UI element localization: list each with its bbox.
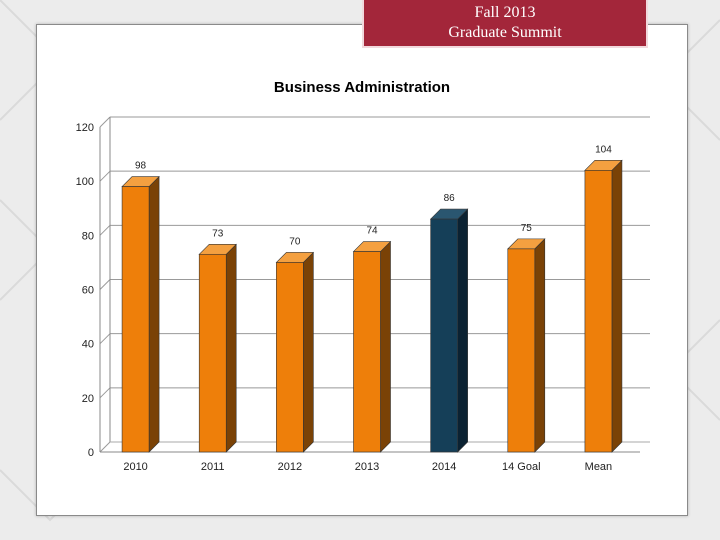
bar-side <box>380 240 391 453</box>
y-tick-label: 0 <box>88 447 94 459</box>
x-tick-label: 2014 <box>432 461 456 473</box>
gridline-diagonal <box>99 441 111 453</box>
gridline-diagonal <box>99 279 111 290</box>
bar-front <box>507 248 536 453</box>
bars <box>121 159 623 453</box>
bar <box>584 159 623 453</box>
data-label: 75 <box>521 223 533 234</box>
x-tick-label: 2011 <box>201 461 225 473</box>
bar-front <box>198 253 227 453</box>
bar <box>275 251 315 453</box>
y-tick-label: 80 <box>82 230 94 242</box>
bar-front <box>430 218 458 453</box>
data-label: 86 <box>444 193 456 204</box>
bar-side <box>457 208 468 453</box>
data-label: 74 <box>366 226 378 237</box>
x-tick-label: 2013 <box>355 461 379 473</box>
bar <box>507 238 546 453</box>
banner-line-2: Graduate Summit <box>448 24 562 41</box>
x-tick-label: 14 Goal <box>502 461 541 473</box>
x-tick-label: 2010 <box>123 461 147 473</box>
bar-front <box>353 251 381 453</box>
y-tick-label: 120 <box>76 122 94 134</box>
gridline-diagonal <box>99 116 111 128</box>
bar-side <box>225 243 237 453</box>
bar-side <box>148 175 160 453</box>
gridline-diagonal <box>99 333 111 345</box>
y-tick-label: 100 <box>76 176 94 188</box>
data-label: 98 <box>135 161 147 172</box>
chart-title: Business Administration <box>274 79 450 96</box>
gridline-diagonal <box>99 170 111 182</box>
gridline-diagonal <box>99 387 111 399</box>
bar-front <box>121 186 150 453</box>
y-tick-label: 20 <box>82 393 94 405</box>
x-tick-label: 2012 <box>278 461 302 473</box>
y-tick-label: 40 <box>82 339 94 351</box>
labels: 0 20 40 60 80 100 120 98 2010 73 2011 70 2012 74 2013 8… <box>76 122 613 473</box>
bar-front <box>276 262 304 453</box>
bar-side <box>611 159 623 453</box>
data-label: 70 <box>289 236 301 247</box>
bar <box>198 243 237 453</box>
banner-line-1: Fall 2013 <box>474 4 536 21</box>
data-label: 73 <box>212 228 224 239</box>
title-banner: Fall 2013 Graduate Summit <box>362 0 648 48</box>
bar-side <box>303 251 314 453</box>
gridline-diagonal <box>99 224 111 236</box>
bar-front <box>584 170 613 453</box>
bar <box>429 208 469 453</box>
bar <box>352 240 392 453</box>
bar-side <box>534 238 546 453</box>
x-tick-label: Mean <box>585 461 613 473</box>
bar <box>121 175 160 453</box>
y-tick-label: 60 <box>82 285 94 297</box>
data-label: 104 <box>595 144 612 155</box>
